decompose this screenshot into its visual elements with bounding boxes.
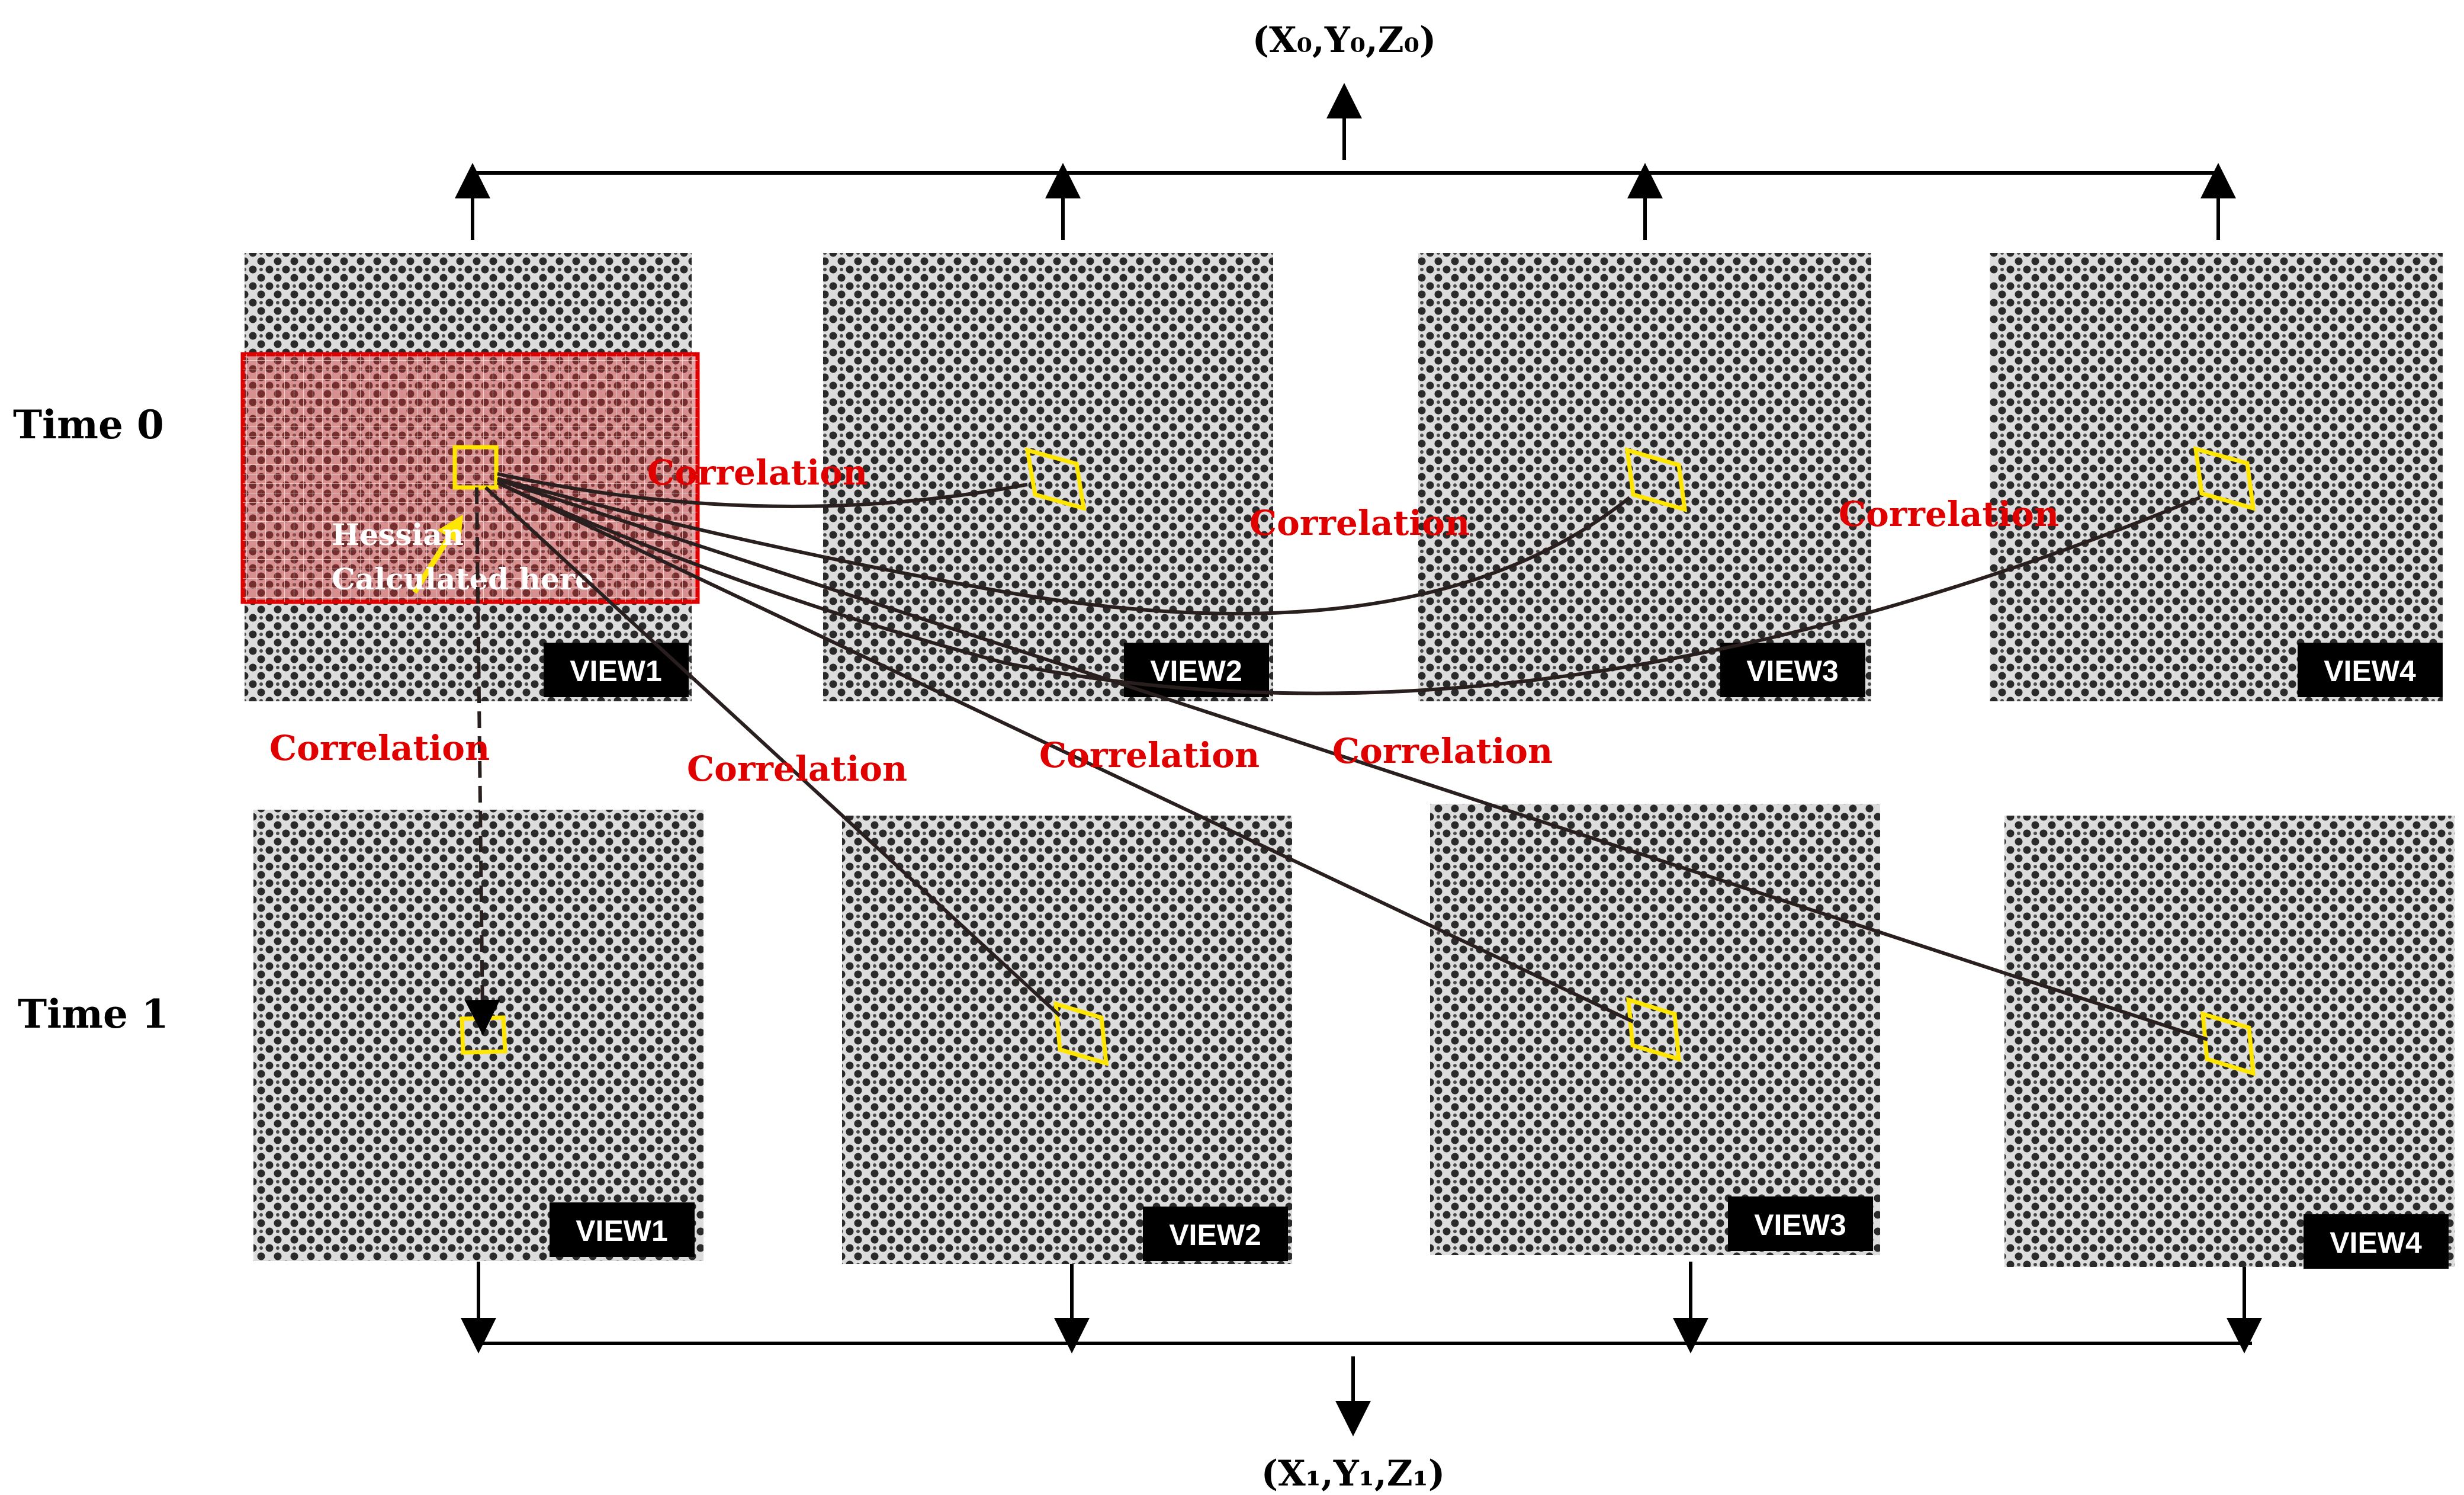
correlation-dashed-line [464,487,500,1035]
image-time1-view2: VIEW2 [842,816,1292,1264]
image-time1-view1: VIEW1 [253,810,703,1261]
view-badge [550,1202,695,1257]
image-time0-view1: VIEW1 [240,253,700,701]
view-badge [1728,1196,1873,1251]
view-badge-label: VIEW1 [576,1214,668,1247]
correlation-label-view2: Correlation [647,453,868,493]
correlation-label-time1-view3: Correlation [1039,735,1260,775]
row-label-time0: Time 0 [13,402,164,448]
view-badge-label: VIEW4 [2324,655,2416,688]
view-badge [2298,643,2443,697]
yellow-subsets [452,445,2256,1076]
view-badge-label: VIEW2 [1150,655,1242,688]
view-badge-label: VIEW2 [1169,1218,1261,1252]
correlation-label-view4: Correlation [1839,494,2059,534]
view-badge [1143,1207,1288,1261]
hessian-label-line1: Hessian [332,517,464,552]
correlation-labels: Correlation Correlation Correlation Corr… [269,453,2059,789]
image-time1-view3: VIEW3 [1430,804,1880,1255]
subset-time0-view3 [1624,447,1688,512]
image-time0-view3: VIEW3 [1418,253,1871,701]
subset-time0-view4 [2193,446,2256,511]
bottom-coordinate-label: (X₁,Y₁,Z₁) [1261,1453,1445,1494]
view-badge [2304,1214,2449,1269]
view-badge-label: VIEW3 [1746,655,1839,688]
view-badge-label: VIEW4 [2330,1226,2422,1259]
correlation-label-time1-view2: Correlation [687,749,907,789]
bottom-bracket [461,1262,2262,1436]
subset-time0-view1 [452,445,499,490]
correlation-label-view3: Correlation [1249,503,1470,543]
correlation-label-time1-view1: Correlation [269,728,490,768]
view-badge-label: VIEW1 [570,655,662,688]
correlation-lines [484,472,2208,1041]
correlation-label-time1-view4: Correlation [1332,731,1553,771]
subset-time0-view2 [1024,447,1087,511]
view-badge-label: VIEW3 [1754,1208,1846,1241]
row-label-time1: Time 1 [18,991,169,1037]
top-bracket [455,83,2236,240]
image-time1-view4: VIEW4 [2004,816,2455,1269]
subset-time1-view3 [1626,997,1681,1062]
top-coordinate-label: (X₀,Y₀,Z₀) [1252,20,1437,61]
image-time0-view4: VIEW4 [1990,253,2443,701]
hessian-pointer-arrow [412,514,463,594]
subset-time1-view4 [2200,1011,2256,1076]
image-time0-view2: VIEW2 [823,253,1273,701]
view-badge [1720,643,1865,697]
subset-time1-view2 [1053,1001,1109,1066]
hessian-label-line2: Calculated here [332,562,594,596]
